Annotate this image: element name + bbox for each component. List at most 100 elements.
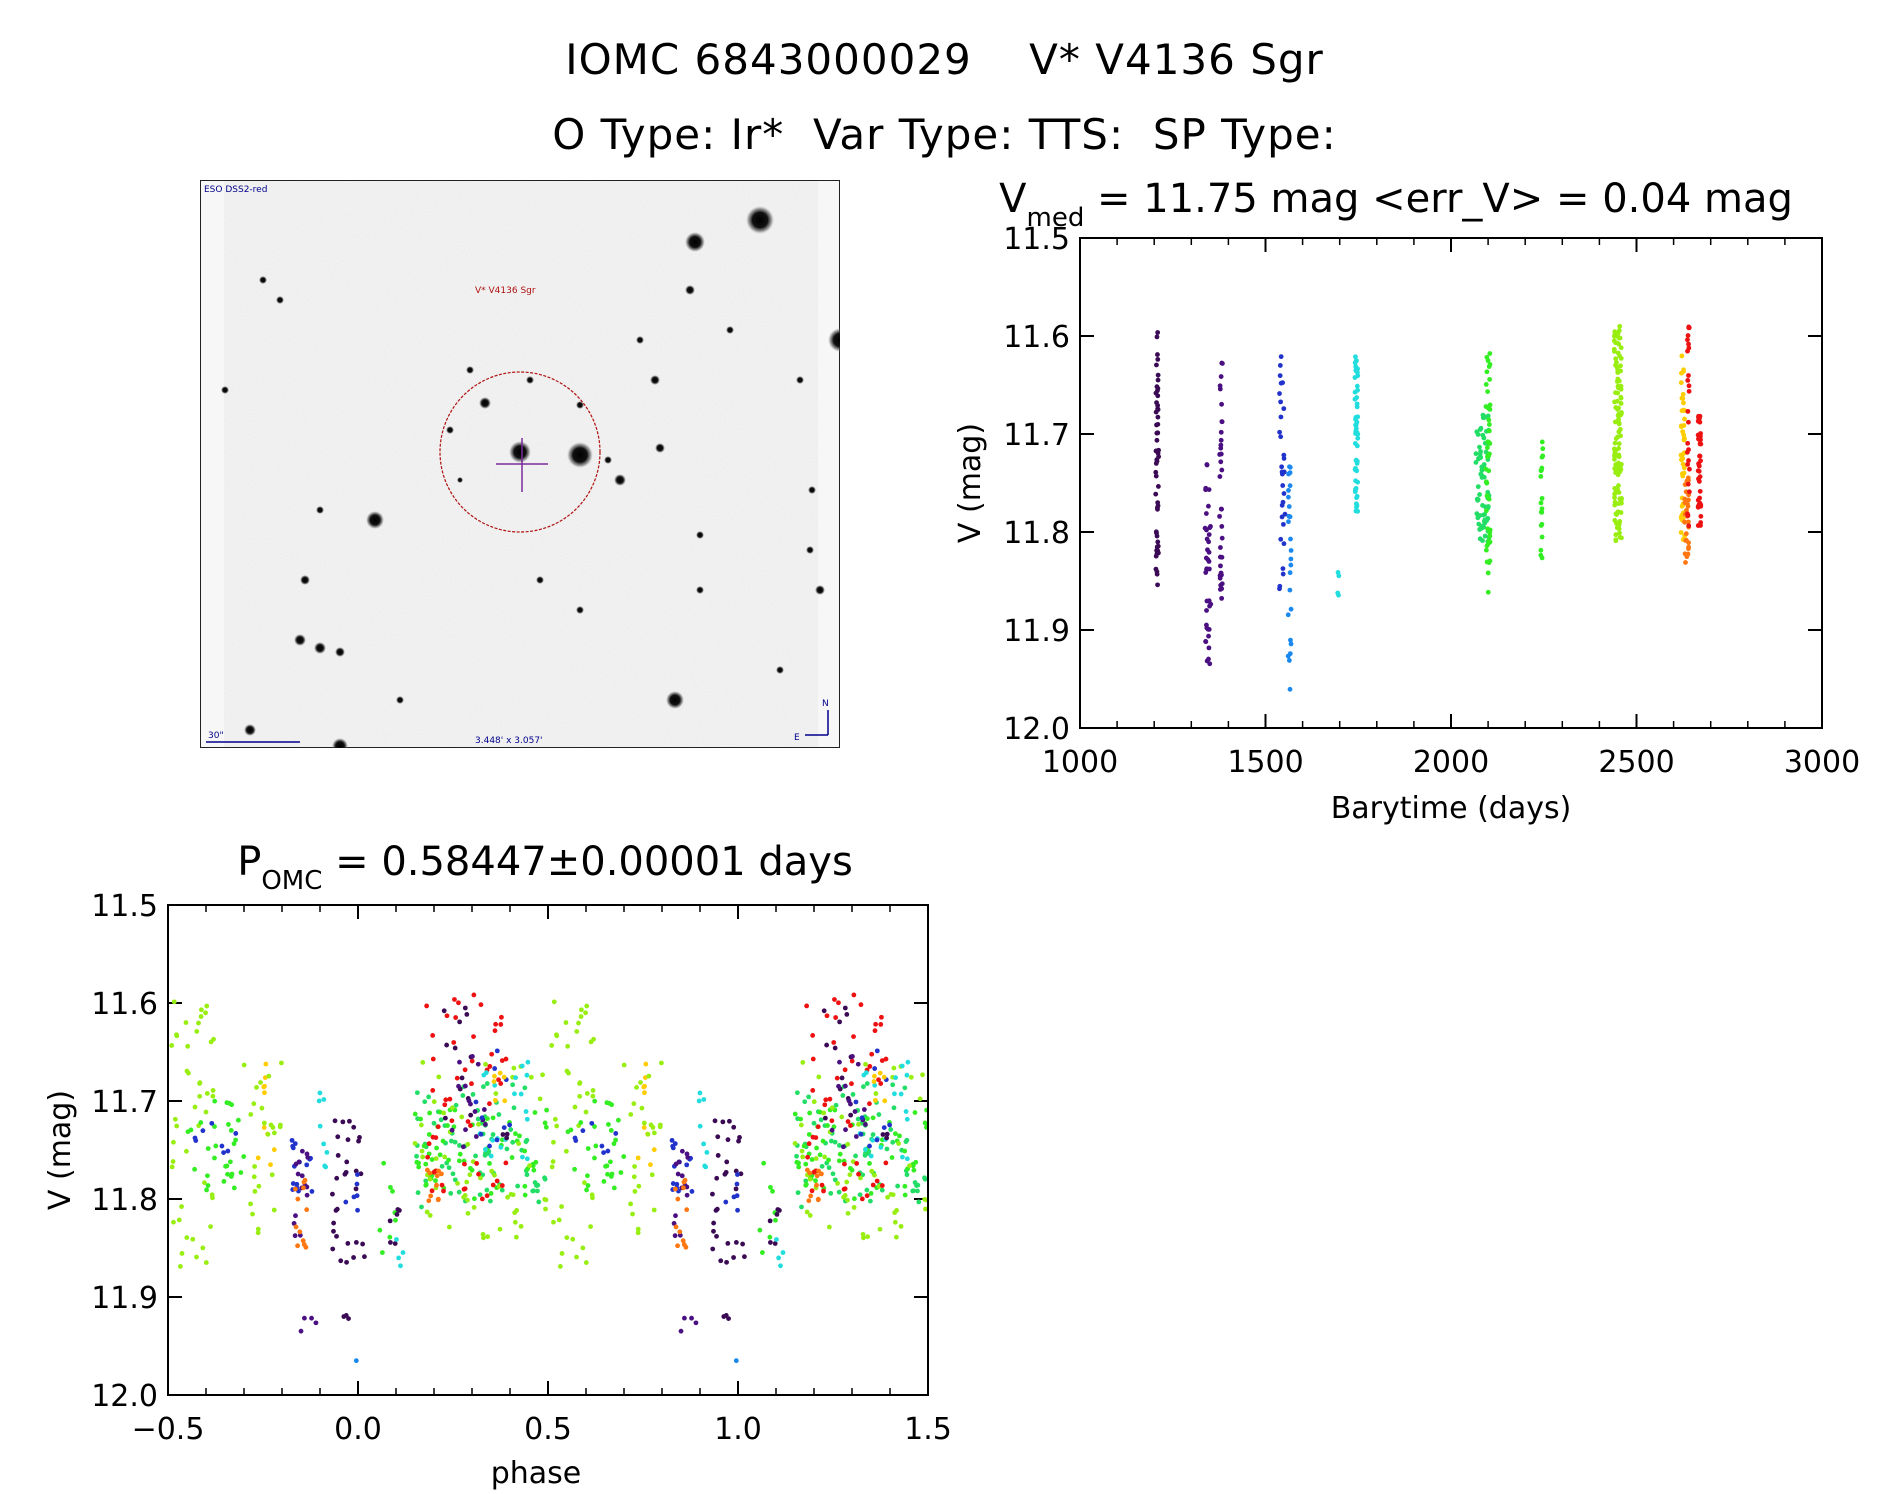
lightcurve-title: Vmed = 11.75 mag <err_V> = 0.04 mag [999, 176, 1793, 233]
phased-point [317, 1123, 323, 1129]
lightcurve-point [1685, 333, 1691, 338]
lightcurve-point [1686, 546, 1691, 552]
phased-point [684, 1162, 690, 1168]
phased-point [821, 1188, 826, 1194]
phased-point [210, 1088, 216, 1093]
lightcurve-point [1616, 441, 1622, 447]
lightcurve-point [1685, 461, 1691, 467]
phased-point [872, 1097, 878, 1103]
phased-point [464, 1179, 470, 1185]
lightcurve-point [1678, 530, 1684, 535]
finder-star [614, 474, 626, 486]
phased-point [292, 1141, 298, 1147]
phased-point [451, 1040, 457, 1045]
phased-point [851, 1034, 856, 1040]
lightcurve-point [1203, 570, 1209, 575]
phased-point [891, 1065, 897, 1071]
phased-point [842, 1067, 848, 1073]
phased-point [431, 1099, 437, 1105]
phased-point [634, 1085, 639, 1090]
phased-point [487, 1101, 492, 1107]
lightcurve-point [1218, 506, 1224, 512]
phased-point [494, 1178, 500, 1184]
phased-point [639, 1105, 645, 1111]
lightcurve-point [1486, 440, 1492, 445]
phased-point [868, 1153, 874, 1159]
lightcurve-point [1281, 452, 1287, 458]
phased-point [202, 1180, 207, 1186]
phased-point [590, 1093, 596, 1099]
lightcurve-point [1619, 535, 1624, 541]
finder-star [576, 606, 584, 614]
phased-point [219, 1143, 225, 1149]
phased-point [522, 1148, 528, 1154]
phased-title-main: P [237, 839, 261, 885]
phased-point [419, 1204, 424, 1210]
phased-point [345, 1241, 351, 1246]
y-tick-label: 11.9 [1003, 614, 1070, 649]
phased-point [853, 1153, 858, 1159]
phased-point [734, 1181, 740, 1187]
phased-point [479, 1196, 485, 1202]
lightcurve-point [1154, 505, 1160, 511]
lightcurve-point [1217, 452, 1223, 457]
lightcurve-point [1154, 548, 1160, 553]
lightcurve-point [1616, 490, 1622, 495]
phased-point [853, 1099, 859, 1105]
phased-point [592, 1155, 597, 1161]
phased-point [198, 1120, 204, 1125]
x-tick-label: 0.5 [524, 1412, 572, 1447]
phased-point [701, 1141, 707, 1147]
phased-point [819, 1171, 824, 1177]
phased-point [867, 1064, 873, 1069]
phased-point [396, 1255, 402, 1261]
lightcurve-point [1539, 509, 1545, 515]
phased-point [241, 1154, 247, 1159]
phased-point [427, 1213, 433, 1218]
lightcurve-point [1618, 345, 1624, 351]
phased-point [174, 1032, 179, 1038]
lightcurve-point [1613, 538, 1619, 544]
phased-point [923, 1206, 928, 1212]
phased-point [196, 1020, 201, 1026]
phased-point [645, 1131, 651, 1137]
finder-star [509, 441, 531, 463]
phased-point [583, 1010, 588, 1016]
phased-point [678, 1328, 684, 1334]
phased-point [343, 1199, 349, 1205]
phased-point [715, 1134, 721, 1140]
lightcurve-point [1686, 458, 1691, 463]
phased-point [497, 1226, 503, 1232]
phased-point [483, 1150, 488, 1156]
lightcurve-point [1218, 459, 1224, 465]
phased-point [697, 1090, 703, 1096]
phased-point [184, 1235, 190, 1240]
phased-point [434, 1182, 439, 1188]
phased-point [460, 1093, 466, 1098]
phased-point [414, 1090, 420, 1096]
phased-point [917, 1096, 923, 1102]
lightcurve-point [1286, 494, 1291, 500]
phased-point [265, 1131, 271, 1137]
phased-point [491, 1079, 497, 1084]
phased-point [794, 1153, 799, 1159]
lightcurve-point [1154, 571, 1160, 577]
phased-chart: POMC = 0.58447±0.00001 days −0.5 0.0 0.5 1.… [43, 839, 950, 1490]
lightcurve-point [1279, 514, 1285, 520]
phased-point [631, 1101, 637, 1107]
lightcurve-point [1355, 508, 1361, 514]
phased-point [859, 1196, 865, 1202]
phased-point [169, 1164, 175, 1170]
phased-point [603, 1163, 608, 1169]
phased-point [444, 1013, 450, 1019]
phased-point [251, 1174, 257, 1180]
phased-point [780, 1250, 786, 1255]
phased-point [892, 1091, 897, 1097]
phased-xlabel: phase [491, 1456, 582, 1490]
lightcurve-point [1612, 466, 1618, 472]
phased-point [462, 1067, 468, 1073]
phased-point [309, 1189, 315, 1194]
lightcurve-point [1617, 323, 1623, 329]
lightcurve-point [1206, 539, 1212, 545]
phased-point [724, 1259, 729, 1265]
